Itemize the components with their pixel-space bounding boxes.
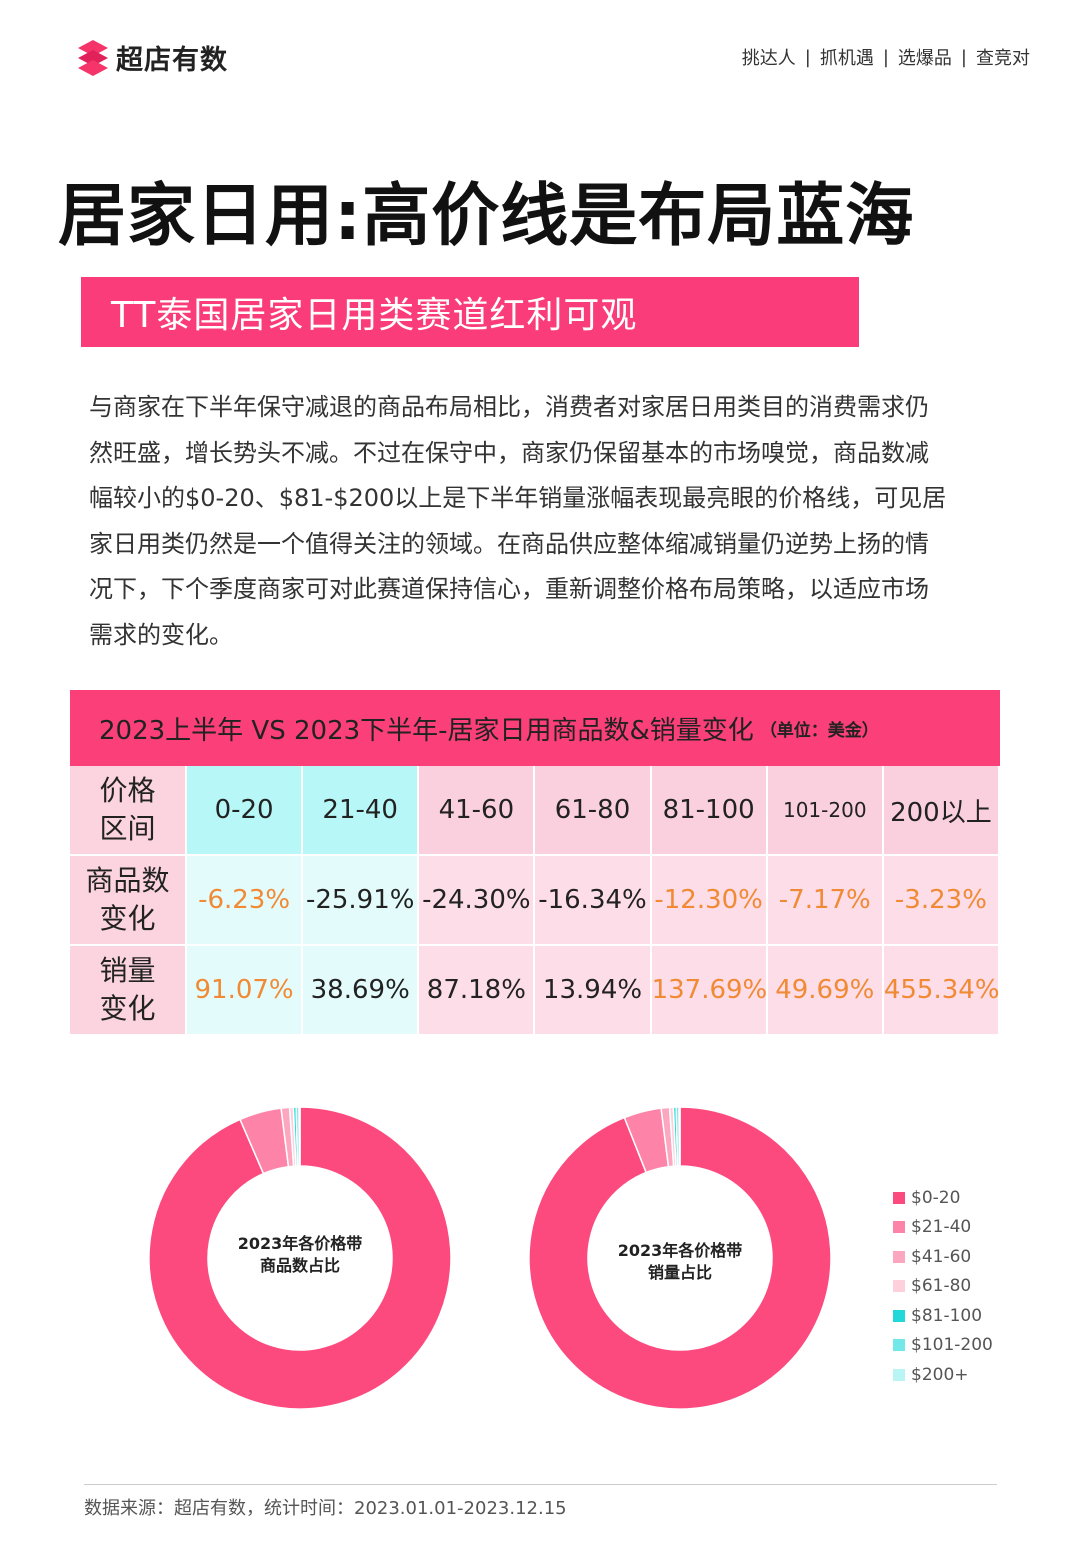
legend-swatch	[893, 1309, 905, 1322]
donut-chart-product-count	[148, 1106, 452, 1410]
legend-label: $200+	[911, 1364, 969, 1385]
range-cell: 21-40	[302, 766, 420, 856]
nav-divider: |	[804, 46, 811, 68]
donut-slice-200+	[298, 1106, 301, 1167]
header-label-line: 价格	[99, 774, 156, 807]
paragraph-line: 况下，下个季度商家可对此赛道保持信心，重新调整价格布局策略，以适应市场	[89, 575, 929, 603]
range-cell: 61-80	[534, 766, 652, 856]
donut-center-line: 2023年各价格带	[617, 1241, 743, 1260]
legend-label: $61-80	[911, 1276, 972, 1297]
donut-center-label: 2023年各价格带 商品数占比	[210, 1233, 390, 1277]
legend-label: $21-40	[911, 1217, 972, 1238]
value-cell: -25.91%	[302, 855, 420, 946]
value-cell: 137.69%	[650, 945, 768, 1036]
table-title-text: 2023上半年 VS 2023下半年-居家日用商品数&销量变化	[99, 715, 754, 746]
legend-item: $61-80	[893, 1272, 993, 1302]
header: 超店有数 挑达人 | 抓机遇 | 选爆品 | 查竞对	[0, 0, 1080, 110]
donut-slice-020	[528, 1106, 832, 1410]
donut-chart-sales	[528, 1106, 832, 1410]
value-cell: 13.94%	[534, 945, 652, 1036]
chart-legend: $0-20 $21-40 $41-60 $61-80 $81-100 $101-…	[893, 1183, 993, 1390]
range-cell: 0-20	[186, 766, 304, 856]
data-table: 价格 区间 0-20 21-40 41-60 61-80 81-100 101-…	[70, 766, 1001, 1036]
range-cell: 200以上	[882, 766, 1001, 856]
legend-swatch	[893, 1250, 905, 1263]
intro-paragraph: 与商家在下半年保守减退的商品布局相比，消费者对家居日用类目的消费需求仍 然旺盛，…	[89, 385, 994, 658]
header-label-line: 区间	[99, 812, 156, 845]
section-banner-text: TT泰国居家日用类赛道红利可观	[111, 295, 638, 336]
row-label-cell: 销量 变化	[70, 945, 187, 1036]
legend-item: $21-40	[893, 1213, 993, 1243]
top-nav: 挑达人 | 抓机遇 | 选爆品 | 查竞对	[742, 44, 1030, 70]
legend-swatch	[893, 1368, 905, 1381]
table-header-row: 价格 区间 0-20 21-40 41-60 61-80 81-100 101-…	[70, 766, 1001, 856]
value-cell: -3.23%	[882, 855, 1001, 946]
table-row-sales: 销量 变化 91.07% 38.69% 87.18% 13.94% 137.69…	[70, 945, 1001, 1036]
legend-item: $41-60	[893, 1242, 993, 1272]
legend-item: $101-200	[893, 1331, 993, 1361]
value-cell: -24.30%	[418, 855, 536, 946]
range-cell: 41-60	[418, 766, 536, 856]
row-label-line: 变化	[99, 992, 156, 1025]
legend-label: $41-60	[911, 1246, 972, 1267]
value-cell: -7.17%	[766, 855, 884, 946]
paragraph-line: 家日用类仍然是一个值得关注的领域。在商品供应整体缩减销量仍逆势上扬的情	[89, 529, 929, 558]
brand-logo[interactable]: 超店有数	[76, 38, 228, 77]
header-label-cell: 价格 区间	[70, 766, 187, 856]
paragraph-line: 幅较小的$0-20、$81-$200以上是下半年销量涨幅表现最亮眼的价格线，可见…	[89, 484, 947, 512]
value-cell: 38.69%	[302, 945, 420, 1036]
row-label-line: 变化	[99, 902, 156, 935]
legend-swatch	[893, 1339, 905, 1352]
value-cell: 49.69%	[766, 945, 884, 1036]
range-cell: 81-100	[650, 766, 768, 856]
range-cell: 101-200	[766, 766, 884, 856]
nav-item-opportunity[interactable]: 抓机遇	[819, 48, 874, 69]
donut-center-label: 2023年各价格带 销量占比	[590, 1240, 770, 1284]
nav-item-competitors[interactable]: 查竞对	[976, 48, 1030, 69]
row-label-cell: 商品数 变化	[70, 855, 187, 946]
legend-item: $200+	[893, 1360, 993, 1390]
table-unit: （单位：美金）	[759, 720, 879, 741]
donut-center-line: 商品数占比	[259, 1256, 340, 1275]
legend-label: $101-200	[911, 1335, 993, 1356]
brand-logo-icon	[76, 39, 110, 77]
legend-swatch	[893, 1221, 905, 1234]
paragraph-line: 然旺盛，增长势头不减。不过在保守中，商家仍保留基本的市场嗅觉，商品数减	[89, 438, 929, 467]
brand-name: 超店有数	[116, 45, 228, 76]
row-label-line: 商品数	[85, 864, 170, 897]
donut-center-line: 销量占比	[647, 1263, 712, 1282]
nav-divider: |	[960, 46, 967, 68]
paragraph-line: 需求的变化。	[89, 620, 233, 649]
value-cell: 455.34%	[882, 945, 1001, 1036]
donut-slice-200+	[678, 1106, 681, 1167]
legend-label: $81-100	[911, 1305, 983, 1326]
donut-center-line: 2023年各价格带	[237, 1234, 363, 1253]
paragraph-line: 与商家在下半年保守减退的商品布局相比，消费者对家居日用类目的消费需求仍	[89, 393, 929, 421]
value-cell: 87.18%	[418, 945, 536, 1036]
price-change-table: 2023上半年 VS 2023下半年-居家日用商品数&销量变化 （单位：美金） …	[70, 690, 1001, 1036]
page-title: 居家日用:高价线是布局蓝海	[58, 177, 915, 256]
value-cell: -6.23%	[186, 855, 304, 946]
table-title: 2023上半年 VS 2023下半年-居家日用商品数&销量变化 （单位：美金）	[70, 690, 1000, 766]
footer-divider	[84, 1484, 997, 1485]
legend-swatch	[893, 1191, 905, 1204]
row-label-line: 销量	[99, 954, 156, 987]
value-cell: -16.34%	[534, 855, 652, 946]
legend-swatch	[893, 1280, 905, 1293]
nav-divider: |	[882, 46, 889, 68]
value-cell: -12.30%	[650, 855, 768, 946]
donut-slice-020	[148, 1106, 452, 1410]
value-cell: 91.07%	[186, 945, 304, 1036]
legend-label: $0-20	[911, 1187, 961, 1208]
section-banner: TT泰国居家日用类赛道红利可观	[81, 277, 859, 347]
legend-item: $81-100	[893, 1301, 993, 1331]
nav-item-talent[interactable]: 挑达人	[741, 48, 796, 69]
footer-source: 数据来源：超店有数，统计时间：2023.01.01-2023.12.15	[84, 1498, 567, 1519]
table-row-product-count: 商品数 变化 -6.23% -25.91% -24.30% -16.34% -1…	[70, 855, 1001, 946]
nav-item-products[interactable]: 选爆品	[897, 48, 952, 69]
legend-item: $0-20	[893, 1183, 993, 1213]
